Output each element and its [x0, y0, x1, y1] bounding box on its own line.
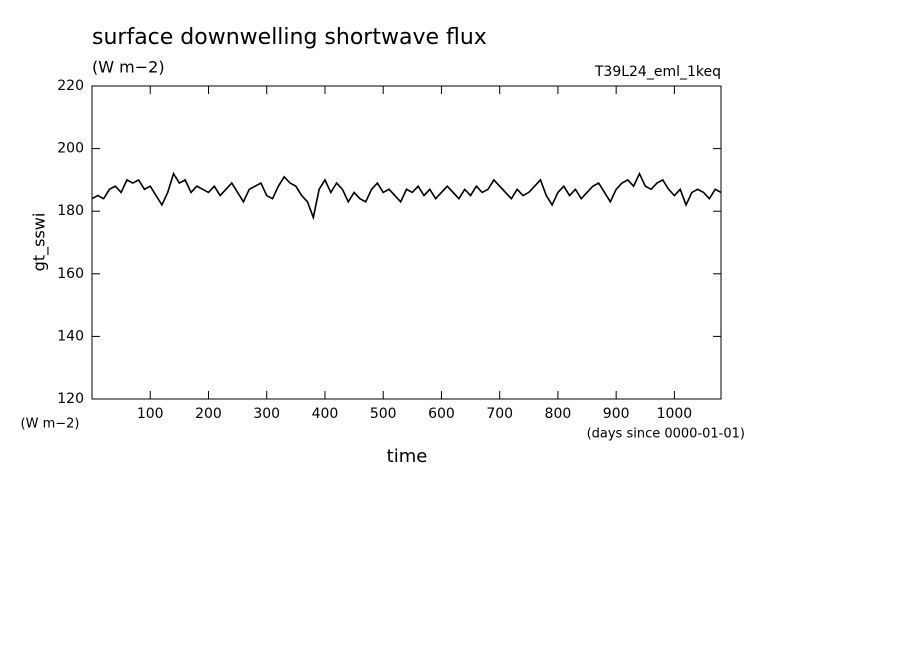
x-tick-label: 500: [370, 406, 397, 422]
chart-title: surface downwelling shortwave flux: [92, 25, 487, 50]
y-tick-label: 120: [57, 391, 84, 407]
y-tick-label: 160: [57, 266, 84, 282]
plot-frame: [91, 85, 722, 400]
x-tick-label: 100: [137, 406, 164, 422]
x-tick-label: 300: [253, 406, 280, 422]
x-unit: (days since 0000-01-01): [587, 427, 745, 442]
x-tick-label: 600: [428, 406, 455, 422]
experiment-label: T39L24_eml_1keq: [594, 64, 721, 80]
y-tick-label: 220: [57, 78, 84, 94]
x-tick-label: 900: [603, 406, 630, 422]
x-tick-label: 1000: [657, 406, 693, 422]
chart-subtitle: (W m−2): [92, 58, 165, 77]
y-axis-label: gt_sswi: [30, 213, 50, 272]
x-axis-label: time: [387, 446, 428, 467]
y-unit: (W m−2): [21, 417, 80, 432]
x-tick-label: 200: [195, 406, 222, 422]
y-tick-label: 140: [57, 328, 84, 344]
x-tick-label: 800: [545, 406, 572, 422]
x-tick-label: 700: [486, 406, 513, 422]
y-tick-label: 180: [57, 203, 84, 219]
data-line: [91, 171, 722, 221]
y-tick-label: 200: [57, 141, 84, 157]
x-tick-label: 400: [312, 406, 339, 422]
